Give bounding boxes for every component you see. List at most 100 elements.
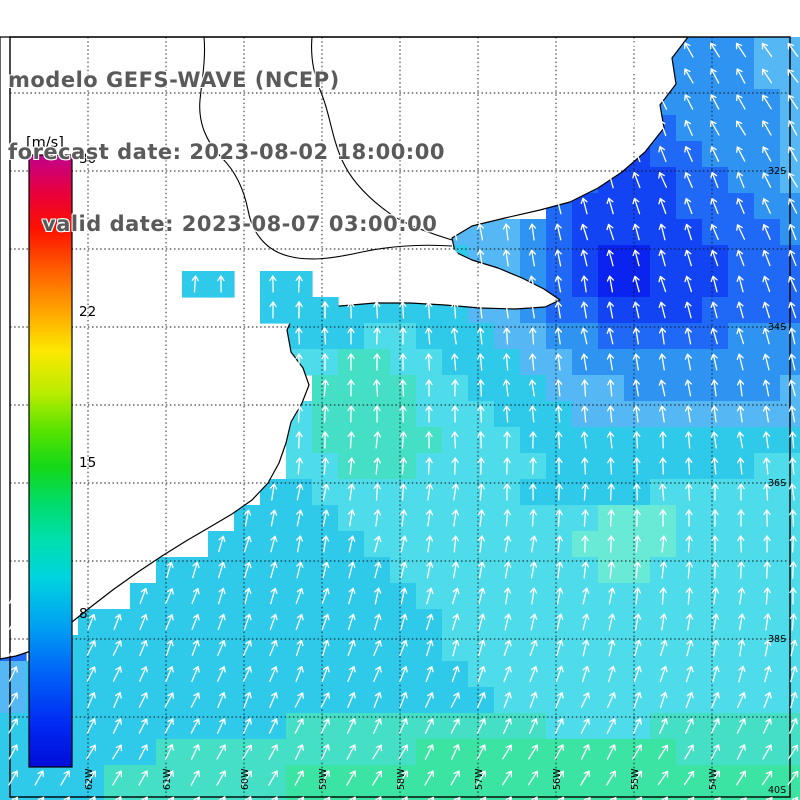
direction-arrow xyxy=(555,665,564,683)
direction-arrow xyxy=(737,613,746,631)
direction-arrow xyxy=(373,379,381,397)
direction-arrow xyxy=(632,197,641,215)
direction-arrow xyxy=(554,223,562,241)
direction-arrow xyxy=(400,587,408,605)
direction-arrow xyxy=(243,613,252,631)
direction-arrow xyxy=(556,587,564,605)
direction-arrow xyxy=(711,561,719,579)
direction-arrow xyxy=(762,301,771,319)
direction-arrow xyxy=(658,327,667,345)
direction-arrow xyxy=(269,301,277,319)
direction-arrow xyxy=(503,353,511,371)
direction-arrow xyxy=(477,275,485,293)
field-cell xyxy=(234,791,261,800)
direction-arrow xyxy=(450,770,460,786)
direction-arrows xyxy=(7,42,799,800)
direction-arrow xyxy=(217,275,225,293)
field-cell xyxy=(494,791,521,800)
forecast-date: forecast date: 2023-08-02 18:00:00 xyxy=(8,140,445,164)
direction-arrow xyxy=(476,223,484,241)
field-cell xyxy=(338,791,365,800)
direction-arrow xyxy=(580,301,589,319)
lon-label: 58W xyxy=(396,768,407,790)
direction-arrow xyxy=(554,275,562,293)
direction-arrow xyxy=(165,665,174,683)
direction-arrow xyxy=(711,509,719,527)
direction-arrow xyxy=(112,718,122,734)
direction-arrow xyxy=(347,379,355,397)
direction-arrow xyxy=(451,379,459,397)
lon-label: 59W xyxy=(318,768,329,790)
direction-arrow xyxy=(710,301,718,319)
direction-arrow xyxy=(633,691,642,709)
direction-arrow xyxy=(502,770,513,786)
direction-arrow xyxy=(554,770,565,786)
direction-arrow xyxy=(633,665,642,683)
lat-label: 40S xyxy=(768,785,786,796)
direction-arrow xyxy=(166,561,174,579)
direction-arrow xyxy=(425,431,433,449)
direction-arrow xyxy=(580,692,590,708)
direction-arrow xyxy=(425,509,434,527)
direction-arrow xyxy=(478,613,486,631)
direction-arrow xyxy=(529,665,538,683)
direction-arrow xyxy=(347,353,355,371)
direction-arrow xyxy=(530,535,538,553)
field-cell xyxy=(286,791,313,800)
direction-arrow xyxy=(554,301,563,319)
direction-arrow xyxy=(450,718,460,734)
direction-arrow xyxy=(528,275,536,293)
direction-arrow xyxy=(710,249,719,267)
direction-arrow xyxy=(218,587,226,605)
lon-label: 61W xyxy=(162,768,173,790)
direction-arrow xyxy=(373,640,382,656)
axis-labels: 32S 34S 36S 38S 40S 62W 61W 60W 59W 58W 57W 56W 55W 5… xyxy=(84,166,786,796)
direction-arrow xyxy=(451,275,459,293)
field-cell xyxy=(754,791,781,800)
direction-arrow xyxy=(398,770,409,786)
direction-arrow xyxy=(789,587,797,605)
direction-arrow xyxy=(451,301,459,319)
direction-arrow xyxy=(451,431,459,449)
direction-arrow xyxy=(555,405,563,423)
direction-arrow xyxy=(761,42,773,58)
direction-arrow xyxy=(503,587,512,605)
direction-arrow xyxy=(632,301,640,319)
direction-arrow xyxy=(503,665,512,683)
direction-arrow xyxy=(503,483,511,501)
direction-arrow xyxy=(710,327,718,345)
field-cell xyxy=(546,791,573,800)
field-cell xyxy=(442,791,469,800)
direction-arrow xyxy=(295,275,303,293)
direction-arrow xyxy=(528,223,537,241)
direction-arrow xyxy=(295,613,304,631)
direction-arrow xyxy=(322,483,330,501)
direction-arrow xyxy=(555,431,563,449)
direction-arrow xyxy=(659,561,668,579)
direction-arrow xyxy=(138,770,148,786)
field-cell xyxy=(572,791,599,800)
direction-arrow xyxy=(736,197,745,215)
direction-arrow xyxy=(112,640,122,656)
direction-arrow xyxy=(242,744,253,760)
direction-arrow xyxy=(478,639,486,657)
direction-arrow xyxy=(374,613,382,631)
direction-arrow xyxy=(503,509,511,527)
direction-arrow xyxy=(347,405,355,423)
direction-arrow xyxy=(763,535,771,553)
direction-arrow xyxy=(762,223,771,241)
direction-arrow xyxy=(295,301,303,319)
direction-arrow xyxy=(580,770,591,786)
direction-arrow xyxy=(477,301,485,319)
direction-arrow xyxy=(581,405,589,423)
direction-arrow xyxy=(398,718,408,734)
direction-arrow xyxy=(399,665,408,683)
direction-arrow xyxy=(139,613,148,631)
direction-arrow xyxy=(294,718,304,734)
direction-arrow xyxy=(529,639,538,657)
direction-arrow xyxy=(60,770,71,786)
direction-arrow xyxy=(632,171,641,189)
direction-arrow xyxy=(139,587,148,605)
model-title: modelo GEFS-WAVE (NCEP) xyxy=(8,68,340,92)
